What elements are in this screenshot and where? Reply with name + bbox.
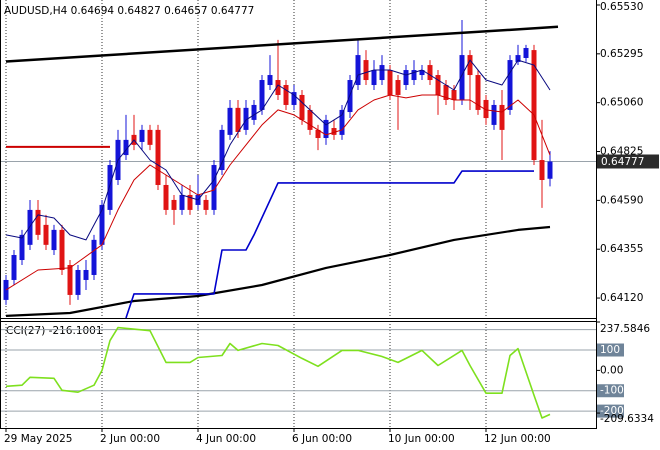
candle-body bbox=[395, 80, 401, 95]
indicator-line bbox=[125, 170, 534, 319]
y-tick-label: -200 bbox=[600, 405, 624, 417]
x-tick-label: 12 Jun 00:00 bbox=[484, 433, 551, 445]
indicator-line bbox=[5, 59, 551, 241]
candle-body bbox=[515, 55, 521, 62]
candle-body bbox=[147, 129, 153, 145]
candle-body bbox=[403, 70, 409, 86]
candle-body bbox=[451, 89, 457, 100]
candle-body bbox=[491, 104, 497, 125]
chart-title: AUDUSD,H4 0.64694 0.64827 0.64657 0.6477… bbox=[4, 5, 254, 17]
x-tick-label: 29 May 2025 bbox=[4, 433, 72, 445]
candle-body bbox=[203, 199, 209, 210]
y-tick-label: 0.65530 bbox=[600, 1, 643, 13]
candle-body bbox=[91, 239, 97, 275]
indicator-line bbox=[5, 225, 551, 317]
candle-body bbox=[179, 194, 185, 210]
candle-body bbox=[83, 269, 89, 280]
candle-body bbox=[299, 94, 305, 120]
y-tick-label: 0.64120 bbox=[600, 292, 643, 304]
candle-body bbox=[339, 109, 345, 135]
candle-body bbox=[259, 80, 265, 110]
candle-body bbox=[435, 75, 441, 95]
y-tick-label: 0.64355 bbox=[600, 243, 643, 255]
candle-body bbox=[355, 55, 361, 86]
candle-body bbox=[107, 165, 113, 210]
indicator-title: CCI(27) -216.1001 bbox=[6, 325, 103, 337]
candle-body bbox=[387, 70, 393, 95]
candle-body bbox=[59, 229, 65, 270]
cci-line bbox=[5, 326, 551, 419]
candle-body bbox=[331, 128, 337, 135]
candle-body bbox=[523, 48, 529, 58]
y-tick-label: 237.5846 bbox=[600, 323, 650, 335]
y-tick-label: 0.00 bbox=[600, 364, 623, 376]
candle-body bbox=[27, 209, 33, 245]
y-tick-label: 0.65295 bbox=[600, 48, 643, 60]
candle-body bbox=[459, 55, 465, 100]
candle-body bbox=[211, 165, 217, 210]
candle-body bbox=[19, 234, 25, 261]
x-tick-label: 4 Jun 00:00 bbox=[196, 433, 256, 445]
y-tick-label: 0.65060 bbox=[600, 97, 643, 109]
candle-body bbox=[3, 279, 9, 300]
last-price-box bbox=[597, 154, 659, 169]
candle-body bbox=[379, 65, 385, 81]
candle-body bbox=[163, 184, 169, 210]
x-tick-label: 10 Jun 00:00 bbox=[388, 433, 455, 445]
level-box bbox=[597, 384, 624, 398]
candle-body bbox=[291, 92, 297, 105]
candle-body bbox=[467, 55, 473, 76]
candle-body bbox=[363, 60, 369, 81]
level-box bbox=[597, 404, 624, 418]
candle-body bbox=[483, 99, 489, 119]
y-tick-label: 100 bbox=[600, 344, 620, 356]
candle-body bbox=[139, 129, 145, 142]
candle-body bbox=[275, 80, 281, 95]
candle-body bbox=[443, 85, 449, 100]
indicator-line bbox=[5, 94, 551, 291]
candle-body bbox=[427, 65, 433, 81]
x-tick-label: 2 Jun 00:00 bbox=[100, 433, 160, 445]
candle-body bbox=[539, 160, 545, 180]
candle-body bbox=[187, 194, 193, 210]
level-box bbox=[597, 343, 624, 357]
indicator-line bbox=[5, 25, 559, 63]
x-tick-label: 6 Jun 00:00 bbox=[292, 433, 352, 445]
candle-body bbox=[547, 161, 553, 179]
candle-body bbox=[507, 60, 513, 110]
candle-body bbox=[419, 70, 425, 76]
candle-body bbox=[371, 70, 377, 86]
candle-body bbox=[315, 129, 321, 139]
candle-body bbox=[499, 104, 505, 130]
candle-body bbox=[75, 269, 81, 295]
candle-body bbox=[155, 129, 161, 185]
candle-body bbox=[171, 199, 177, 210]
candle-body bbox=[35, 209, 41, 235]
y-tick-label: -209.6334 bbox=[600, 413, 654, 425]
candle-body bbox=[323, 119, 329, 139]
candle-body bbox=[99, 204, 105, 245]
candle-body bbox=[67, 265, 73, 295]
candle-body bbox=[235, 107, 241, 132]
candle-body bbox=[411, 70, 417, 81]
candle-body bbox=[283, 85, 289, 105]
candle-body bbox=[475, 75, 481, 110]
last-price-label: 0.64777 bbox=[601, 156, 644, 168]
y-tick-label: 0.64590 bbox=[600, 194, 643, 206]
candle-body bbox=[227, 107, 233, 135]
candle-body bbox=[123, 139, 129, 156]
candle-body bbox=[11, 255, 17, 280]
candle-body bbox=[307, 109, 313, 130]
candle-body bbox=[251, 104, 257, 120]
candle-body bbox=[267, 75, 273, 86]
candle-body bbox=[243, 107, 249, 130]
candle-body bbox=[219, 129, 225, 171]
candle-body bbox=[51, 229, 57, 251]
candle-body bbox=[43, 224, 49, 245]
y-tick-label: -100 bbox=[600, 385, 624, 397]
candle-body bbox=[531, 50, 537, 161]
